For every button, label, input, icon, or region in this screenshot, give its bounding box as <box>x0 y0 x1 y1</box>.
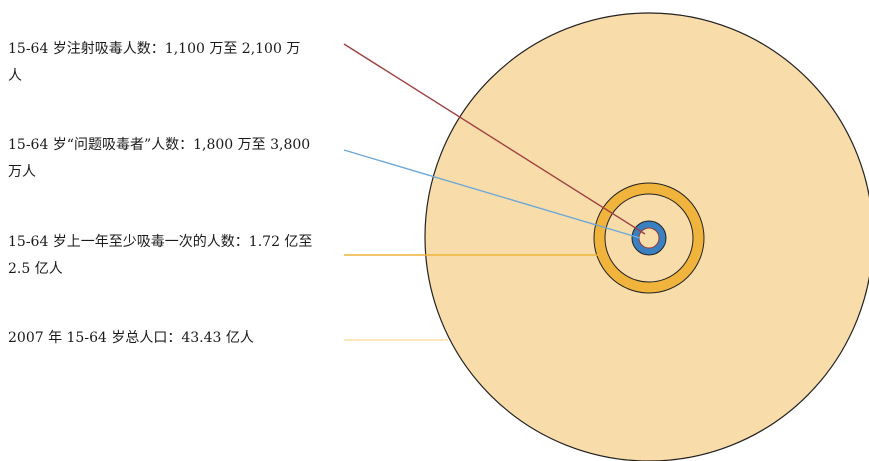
label-past-year-users: 15-64 岁上一年至少吸毒一次的人数：1.72 亿至 2.5 亿人 <box>8 234 313 277</box>
label-total-population: 2007 年 15-64 岁总人口：43.43 亿人 <box>8 330 254 346</box>
leader-line-injecting <box>343 43 646 235</box>
label-injecting-drug-users: 15-64 岁注射吸毒人数：1,100 万至 2,100 万人 <box>8 41 301 84</box>
leader-line-problem <box>343 149 641 239</box>
label-problem-drug-users: 15-64 岁“问题吸毒者”人数：1,800 万至 3,800 万人 <box>8 137 311 180</box>
injecting-users-ring <box>638 227 660 249</box>
